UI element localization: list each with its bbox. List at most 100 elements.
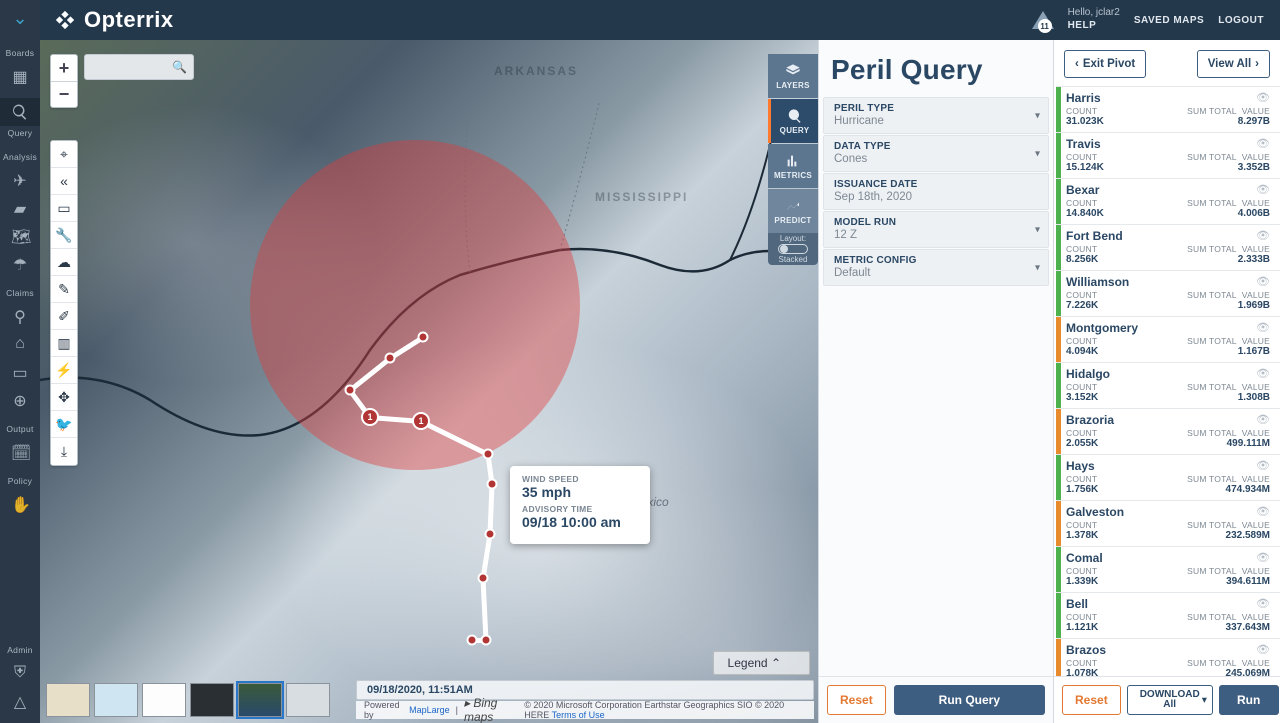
zoom-out-button[interactable]: − bbox=[51, 81, 77, 107]
tool-twitter[interactable]: 🐦 bbox=[51, 411, 77, 438]
basemap-6[interactable] bbox=[286, 683, 330, 717]
policy-icon[interactable]: ✋ bbox=[0, 490, 40, 518]
visibility-icon[interactable]: 👁 bbox=[1256, 413, 1270, 426]
result-row[interactable]: Hidalgo👁COUNTSUM TOTAL VALUE3.152K1.308B bbox=[1056, 362, 1280, 408]
claims-icon-2[interactable]: ⌂ bbox=[0, 330, 40, 358]
visibility-icon[interactable]: 👁 bbox=[1256, 137, 1270, 150]
tool-brush[interactable]: ✎ bbox=[51, 276, 77, 303]
dock-predict[interactable]: PREDICT bbox=[768, 189, 818, 233]
analysis-icon-1[interactable]: ✈ bbox=[0, 166, 40, 194]
tool-move[interactable]: ✥ bbox=[51, 384, 77, 411]
analysis-icon-3[interactable]: 🗺 bbox=[0, 222, 40, 250]
dock-layout-toggle[interactable]: Layout: Stacked bbox=[768, 233, 818, 265]
peril-run-button[interactable]: Run Query bbox=[894, 685, 1045, 715]
track-point[interactable] bbox=[485, 529, 496, 540]
track-point[interactable] bbox=[385, 353, 396, 364]
result-row[interactable]: Travis👁COUNTSUM TOTAL VALUE15.124K3.352B bbox=[1056, 132, 1280, 178]
track-point[interactable] bbox=[487, 479, 498, 490]
visibility-icon[interactable]: 👁 bbox=[1256, 367, 1270, 380]
track-point[interactable] bbox=[481, 635, 492, 646]
tool-locate[interactable]: ⌖ bbox=[51, 141, 77, 168]
result-row[interactable]: Bell👁COUNTSUM TOTAL VALUE1.121K337.643M bbox=[1056, 592, 1280, 638]
visibility-icon[interactable]: 👁 bbox=[1256, 551, 1270, 564]
result-row[interactable]: Brazos👁COUNTSUM TOTAL VALUE1.078K245.069… bbox=[1056, 638, 1280, 676]
visibility-icon[interactable]: 👁 bbox=[1256, 183, 1270, 196]
claims-icon-3[interactable]: ▭ bbox=[0, 358, 40, 386]
zoom-in-button[interactable]: + bbox=[51, 55, 77, 81]
output-icon[interactable]: 🗓 bbox=[0, 438, 40, 466]
dock-metrics[interactable]: METRICS bbox=[768, 144, 818, 188]
track-point[interactable] bbox=[478, 573, 489, 584]
download-all-button[interactable]: DOWNLOAD All▾ bbox=[1127, 685, 1213, 715]
alert-badge[interactable]: 11 bbox=[1032, 11, 1054, 29]
visibility-icon[interactable]: 👁 bbox=[1256, 597, 1270, 610]
tool-download[interactable]: ⤓ bbox=[51, 438, 77, 465]
result-row[interactable]: Bexar👁COUNTSUM TOTAL VALUE14.840K4.006B bbox=[1056, 178, 1280, 224]
result-row[interactable]: Hays👁COUNTSUM TOTAL VALUE1.756K474.934M bbox=[1056, 454, 1280, 500]
terms-link[interactable]: Terms of Use bbox=[552, 710, 605, 720]
tool-grid[interactable]: ▥ bbox=[51, 330, 77, 357]
track-point[interactable] bbox=[467, 635, 478, 646]
exit-pivot-button[interactable]: ‹Exit Pivot bbox=[1064, 50, 1146, 78]
admin-icon-2[interactable]: △ bbox=[0, 687, 40, 715]
help-link[interactable]: HELP bbox=[1068, 20, 1097, 31]
dock-layers[interactable]: LAYERS bbox=[768, 54, 818, 98]
peril-field-model-run[interactable]: MODEL RUN12 Z▾ bbox=[823, 211, 1049, 248]
peril-reset-button[interactable]: Reset bbox=[827, 685, 886, 715]
maplarge-link[interactable]: MapLarge bbox=[409, 705, 450, 715]
basemap-5[interactable] bbox=[238, 683, 282, 717]
result-row[interactable]: Williamson👁COUNTSUM TOTAL VALUE7.226K1.9… bbox=[1056, 270, 1280, 316]
result-row[interactable]: Harris👁COUNTSUM TOTAL VALUE31.023K8.297B bbox=[1056, 86, 1280, 132]
tool-wrench[interactable]: 🔧 bbox=[51, 222, 77, 249]
visibility-icon[interactable]: 👁 bbox=[1256, 459, 1270, 472]
claims-icon-4[interactable]: ⊕ bbox=[0, 386, 40, 414]
result-row[interactable]: Galveston👁COUNTSUM TOTAL VALUE1.378K232.… bbox=[1056, 500, 1280, 546]
results-reset-button[interactable]: Reset bbox=[1062, 685, 1121, 715]
track-point[interactable] bbox=[418, 332, 429, 343]
visibility-icon[interactable]: 👁 bbox=[1256, 91, 1270, 104]
analysis-icon-2[interactable]: ▰ bbox=[0, 194, 40, 222]
visibility-icon[interactable]: 👁 bbox=[1256, 275, 1270, 288]
analysis-icon-4[interactable]: ☂ bbox=[0, 250, 40, 278]
basemap-4[interactable] bbox=[190, 683, 234, 717]
tool-collapse[interactable]: « bbox=[51, 168, 77, 195]
collapse-icon[interactable]: ⌄ bbox=[10, 8, 30, 28]
visibility-icon[interactable]: 👁 bbox=[1256, 229, 1270, 242]
map-search-input[interactable]: 🔍 bbox=[84, 54, 194, 80]
basemap-3[interactable] bbox=[142, 683, 186, 717]
result-row[interactable]: Brazoria👁COUNTSUM TOTAL VALUE2.055K499.1… bbox=[1056, 408, 1280, 454]
tool-cloud[interactable]: ☁ bbox=[51, 249, 77, 276]
legend-toggle[interactable]: Legend ⌃ bbox=[713, 651, 810, 675]
track-point[interactable] bbox=[483, 449, 494, 460]
result-row[interactable]: Fort Bend👁COUNTSUM TOTAL VALUE8.256K2.33… bbox=[1056, 224, 1280, 270]
claims-icon-1[interactable]: ⚲ bbox=[0, 302, 40, 330]
dock-query[interactable]: QUERY bbox=[768, 99, 818, 143]
peril-field-metric-config[interactable]: METRIC CONFIGDefault▾ bbox=[823, 249, 1049, 286]
track-point[interactable]: 1 bbox=[412, 412, 430, 430]
tool-bolt[interactable]: ⚡ bbox=[51, 357, 77, 384]
query-icon[interactable] bbox=[0, 98, 40, 126]
results-run-button[interactable]: Run bbox=[1219, 685, 1279, 715]
basemap-1[interactable] bbox=[46, 683, 90, 717]
peril-field-data-type[interactable]: DATA TYPECones▾ bbox=[823, 135, 1049, 172]
result-row[interactable]: Comal👁COUNTSUM TOTAL VALUE1.339K394.611M bbox=[1056, 546, 1280, 592]
tool-select[interactable]: ▭ bbox=[51, 195, 77, 222]
boards-icon[interactable]: ▦ bbox=[0, 62, 40, 90]
saved-maps-link[interactable]: SAVED MAPS bbox=[1134, 15, 1204, 26]
row-count: 1.378K bbox=[1066, 530, 1098, 541]
visibility-icon[interactable]: 👁 bbox=[1256, 643, 1270, 656]
peril-field-issuance-date[interactable]: ISSUANCE DATESep 18th, 2020 bbox=[823, 173, 1049, 210]
admin-icon-1[interactable]: ⛨ bbox=[0, 659, 40, 687]
brand[interactable]: Opterrix bbox=[54, 7, 174, 33]
logout-link[interactable]: LOGOUT bbox=[1218, 15, 1264, 26]
track-point[interactable]: 1 bbox=[361, 408, 379, 426]
visibility-icon[interactable]: 👁 bbox=[1256, 321, 1270, 334]
basemap-2[interactable] bbox=[94, 683, 138, 717]
peril-field-peril-type[interactable]: PERIL TYPEHurricane▾ bbox=[823, 97, 1049, 134]
view-all-button[interactable]: View All› bbox=[1197, 50, 1270, 78]
map-canvas[interactable]: ARKANSAS MISSISSIPPI + − 🔍 ⌖ « ▭ 🔧 ☁ ✎ ✐… bbox=[40, 40, 818, 723]
tool-edit[interactable]: ✐ bbox=[51, 303, 77, 330]
visibility-icon[interactable]: 👁 bbox=[1256, 505, 1270, 518]
result-row[interactable]: Montgomery👁COUNTSUM TOTAL VALUE4.094K1.1… bbox=[1056, 316, 1280, 362]
track-point[interactable] bbox=[345, 385, 356, 396]
